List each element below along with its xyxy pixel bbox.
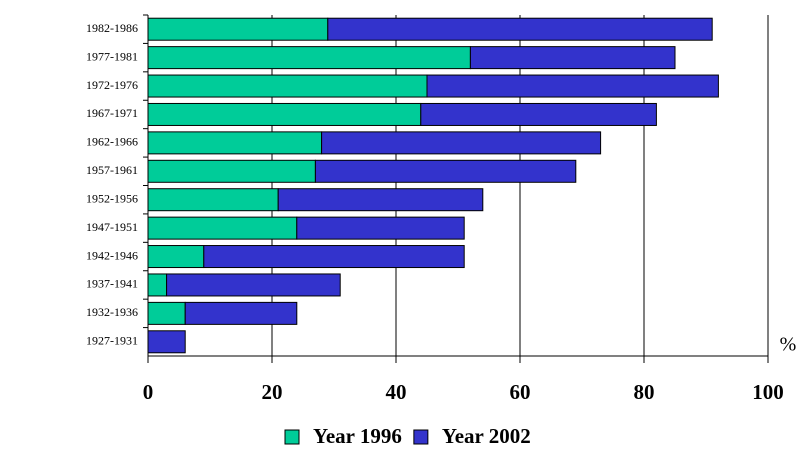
y-tick-label: 1962-1966 [86,135,138,149]
y-tick-label: 1942-1946 [86,248,138,262]
legend-label: Year 1996 [313,424,402,448]
y-tick-label: 1952-1956 [86,191,138,205]
bar-segment [147,46,471,70]
bar-segment [147,216,298,240]
legend-swatch [284,429,300,445]
bar-segment [147,159,316,183]
x-tick-label: 40 [386,380,407,404]
bar-segment [147,188,279,212]
y-tick-label: 1957-1961 [86,163,138,177]
x-axis-label: % [780,334,797,356]
y-tick-label: 1967-1971 [86,106,138,120]
bar-segment [147,330,186,354]
bar-segment [147,301,186,325]
bar-segment [420,102,657,126]
bar-segment [296,216,465,240]
bar-segment [166,273,341,297]
y-tick-label: 1947-1951 [86,220,138,234]
bar-segment [147,74,428,98]
x-tick-label: 0 [143,380,154,404]
bar-segment [327,17,713,41]
x-tick-label: 80 [634,380,655,404]
bar-segment [184,301,298,325]
bar-segment [321,131,602,155]
bar-segment [277,188,484,212]
bar-segment [314,159,577,183]
y-tick-label: 1927-1931 [86,334,138,348]
bar-segment [147,102,422,126]
y-tick-label: 1972-1976 [86,78,138,92]
y-tick-label: 1982-1986 [86,21,138,35]
bar-segment [147,245,205,269]
y-tick-label: 1977-1981 [86,49,138,63]
x-tick-label: 60 [510,380,531,404]
y-tick-label: 1937-1941 [86,277,138,291]
bar-segment [147,131,323,155]
bar-segment [203,245,465,269]
x-tick-label: 20 [262,380,283,404]
y-tick-label: 1932-1936 [86,305,138,319]
legend-label: Year 2002 [442,424,531,448]
bar-segment [469,46,676,70]
bar-segment [426,74,719,98]
x-tick-label: 100 [752,380,784,404]
bar-segment [147,17,329,41]
legend-swatch [413,429,429,445]
bar-segment [147,273,168,297]
